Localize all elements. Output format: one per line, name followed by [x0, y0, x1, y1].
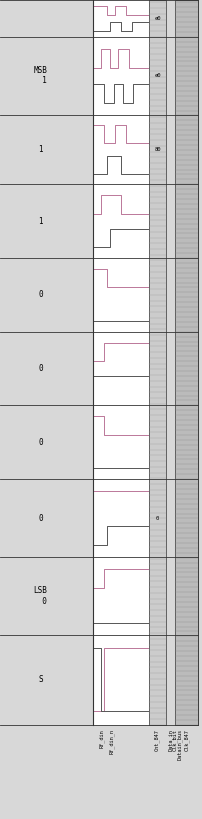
Text: 0: 0	[38, 438, 43, 446]
Text: e0: e0	[154, 73, 161, 79]
Text: 0: 0	[38, 514, 43, 523]
Text: Rf_din: Rf_din	[99, 729, 105, 748]
Text: Cnt_847: Cnt_847	[154, 729, 160, 751]
Text: 80: 80	[154, 147, 161, 152]
Text: S: S	[38, 676, 43, 684]
Text: Rf_din_n: Rf_din_n	[109, 729, 115, 754]
Text: LSB
  0: LSB 0	[34, 586, 47, 605]
Text: 1: 1	[38, 217, 43, 225]
Text: Clk_bit: Clk_bit	[172, 729, 177, 751]
Bar	[149, 0, 166, 725]
Text: Datain_bus: Datain_bus	[177, 729, 182, 760]
Text: 1: 1	[38, 145, 43, 154]
Bar	[93, 0, 149, 725]
Text: 0: 0	[156, 515, 159, 521]
Text: MSB
  1: MSB 1	[34, 66, 47, 85]
Text: Clk_847: Clk_847	[184, 729, 190, 751]
Text: Data_in: Data_in	[168, 729, 173, 751]
Text: e0: e0	[154, 16, 161, 21]
Bar	[175, 0, 198, 725]
Text: 0: 0	[38, 364, 43, 373]
Text: 0: 0	[38, 291, 43, 299]
